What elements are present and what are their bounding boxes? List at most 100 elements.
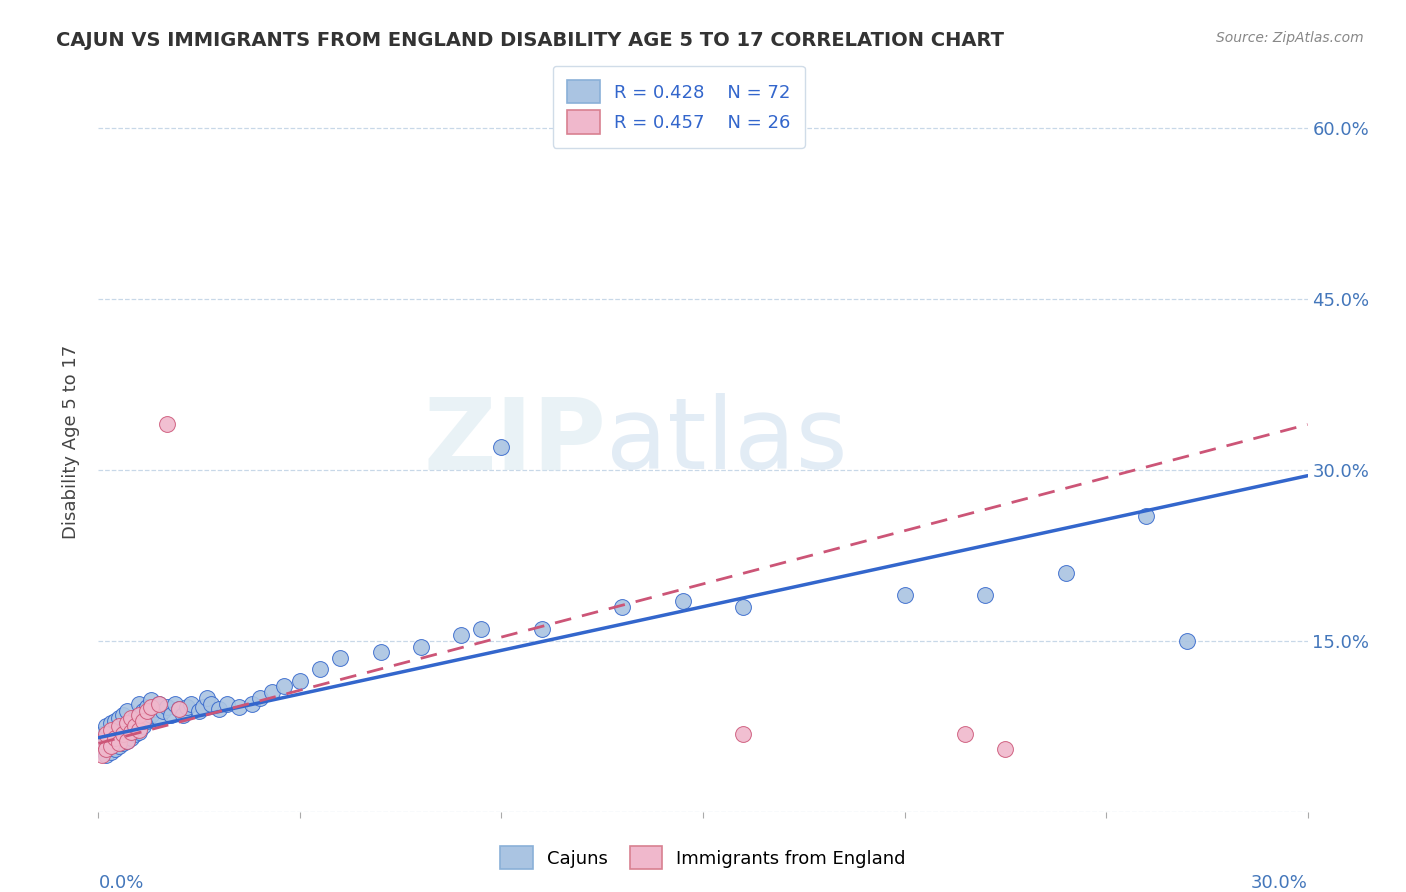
Point bbox=[733, 599, 755, 614]
Point bbox=[195, 690, 218, 705]
Text: ZIP: ZIP bbox=[423, 393, 606, 490]
Point bbox=[115, 719, 138, 733]
Point bbox=[124, 719, 146, 733]
Point bbox=[893, 588, 915, 602]
Point bbox=[132, 705, 155, 719]
Point bbox=[100, 739, 122, 753]
Point bbox=[273, 680, 295, 694]
Point bbox=[409, 640, 432, 654]
Point bbox=[115, 734, 138, 748]
Text: Source: ZipAtlas.com: Source: ZipAtlas.com bbox=[1216, 31, 1364, 45]
Point bbox=[160, 707, 183, 722]
Point bbox=[128, 707, 150, 722]
Point bbox=[128, 723, 150, 737]
Point bbox=[176, 700, 198, 714]
Point bbox=[172, 707, 194, 722]
Point bbox=[188, 705, 211, 719]
Point bbox=[96, 719, 118, 733]
Point bbox=[491, 440, 513, 454]
Point bbox=[103, 742, 125, 756]
Point bbox=[120, 711, 142, 725]
Point bbox=[135, 714, 157, 728]
Point bbox=[1175, 633, 1198, 648]
Point bbox=[96, 742, 118, 756]
Point bbox=[148, 711, 170, 725]
Point bbox=[96, 736, 118, 750]
Point bbox=[128, 711, 150, 725]
Point bbox=[994, 742, 1017, 756]
Point bbox=[107, 719, 129, 733]
Point bbox=[139, 700, 162, 714]
Point bbox=[107, 711, 129, 725]
Point bbox=[1135, 508, 1157, 523]
Point bbox=[370, 645, 392, 659]
Point bbox=[530, 623, 553, 637]
Point bbox=[139, 707, 162, 722]
Point bbox=[309, 662, 332, 676]
Point bbox=[103, 731, 125, 745]
Point bbox=[180, 697, 202, 711]
Point bbox=[91, 747, 114, 762]
Point bbox=[111, 707, 134, 722]
Point bbox=[132, 719, 155, 733]
Point bbox=[329, 651, 352, 665]
Text: 0.0%: 0.0% bbox=[98, 874, 143, 892]
Point bbox=[450, 628, 472, 642]
Point bbox=[470, 623, 492, 637]
Point bbox=[132, 714, 155, 728]
Point bbox=[115, 734, 138, 748]
Point bbox=[91, 727, 114, 741]
Point bbox=[124, 711, 146, 725]
Point bbox=[100, 746, 122, 760]
Point bbox=[148, 697, 170, 711]
Point bbox=[100, 723, 122, 737]
Point bbox=[240, 697, 263, 711]
Point bbox=[128, 697, 150, 711]
Point bbox=[135, 705, 157, 719]
Point bbox=[217, 697, 239, 711]
Point bbox=[111, 727, 134, 741]
Point bbox=[143, 702, 166, 716]
Point bbox=[111, 723, 134, 737]
Point bbox=[120, 731, 142, 745]
Point bbox=[733, 727, 755, 741]
Point bbox=[107, 725, 129, 739]
Point bbox=[249, 690, 271, 705]
Point bbox=[152, 705, 174, 719]
Point bbox=[139, 693, 162, 707]
Point bbox=[672, 594, 695, 608]
Point bbox=[96, 747, 118, 762]
Point bbox=[100, 715, 122, 730]
Point bbox=[208, 702, 231, 716]
Point bbox=[91, 734, 114, 748]
Point bbox=[167, 702, 190, 716]
Point bbox=[974, 588, 997, 602]
Legend: Cajuns, Immigrants from England: Cajuns, Immigrants from England bbox=[491, 838, 915, 879]
Point bbox=[612, 599, 634, 614]
Text: atlas: atlas bbox=[606, 393, 848, 490]
Y-axis label: Disability Age 5 to 17: Disability Age 5 to 17 bbox=[62, 344, 80, 539]
Text: 30.0%: 30.0% bbox=[1251, 874, 1308, 892]
Point bbox=[156, 417, 179, 432]
Point bbox=[120, 715, 142, 730]
Legend: R = 0.428    N = 72, R = 0.457    N = 26: R = 0.428 N = 72, R = 0.457 N = 26 bbox=[553, 66, 804, 148]
Point bbox=[124, 727, 146, 741]
Point bbox=[96, 727, 118, 741]
Point bbox=[1054, 566, 1077, 580]
Point bbox=[163, 697, 186, 711]
Point bbox=[288, 673, 311, 688]
Point bbox=[103, 714, 125, 728]
Point bbox=[111, 736, 134, 750]
Point bbox=[200, 697, 222, 711]
Point bbox=[193, 700, 215, 714]
Point bbox=[107, 736, 129, 750]
Point bbox=[120, 725, 142, 739]
Point bbox=[107, 739, 129, 753]
Point bbox=[228, 700, 250, 714]
Point bbox=[115, 715, 138, 730]
Point bbox=[91, 742, 114, 756]
Point bbox=[167, 702, 190, 716]
Point bbox=[260, 685, 283, 699]
Point bbox=[156, 700, 179, 714]
Point bbox=[953, 727, 976, 741]
